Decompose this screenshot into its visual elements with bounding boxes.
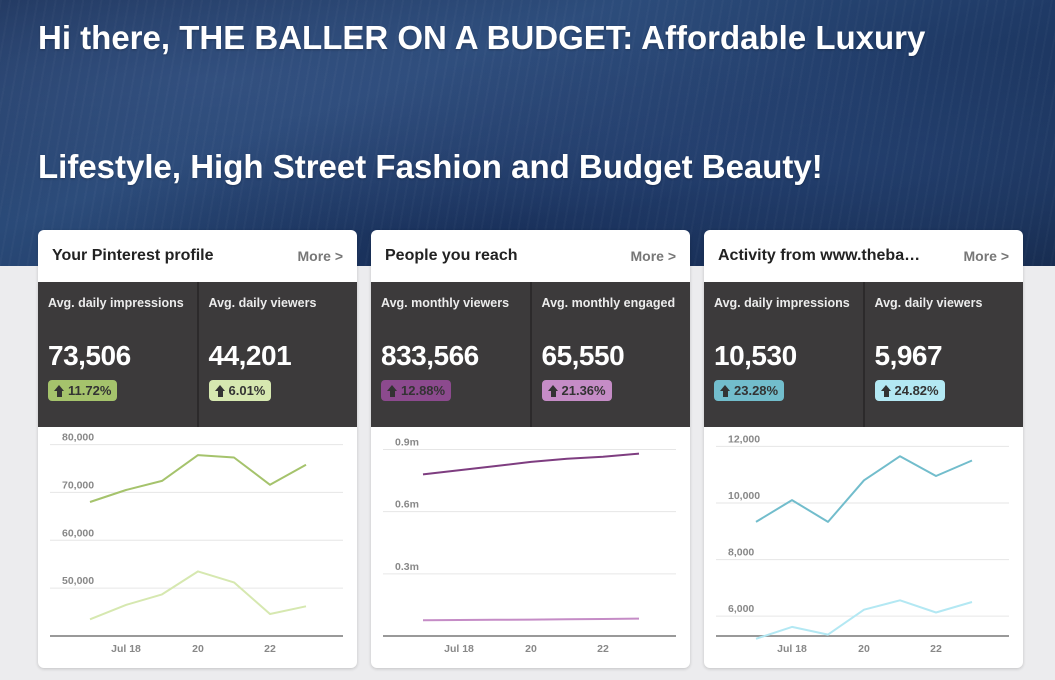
- x-tick-label: 20: [192, 643, 204, 655]
- more-link[interactable]: More >: [963, 248, 1009, 264]
- x-tick-label: 20: [858, 643, 870, 655]
- y-tick-label: 6,000: [728, 603, 754, 615]
- hero-banner: Hi there, THE BALLER ON A BUDGET: Afford…: [0, 0, 1055, 266]
- arrow-up-icon: [547, 384, 559, 397]
- stat-value: 65,550: [541, 340, 625, 371]
- series-line-2: [89, 570, 307, 621]
- x-tick-label: 22: [264, 643, 276, 655]
- stats-panel: Avg. daily impressions 73,506 11.72% Avg…: [38, 282, 357, 427]
- reach-line-chart: 0.9m 0.6m 0.3m Jul 18 20 22: [383, 437, 676, 655]
- x-tick-label: 22: [930, 643, 942, 655]
- stats-panel: Avg. monthly viewers 833,566 12.88% Avg.…: [371, 282, 690, 427]
- card-title: People you reach: [385, 247, 518, 264]
- change-badge: 21.36%: [541, 380, 612, 401]
- x-tick-label: Jul 18: [777, 643, 807, 655]
- more-link[interactable]: More >: [297, 248, 343, 264]
- card-header: People you reach More >: [371, 230, 690, 282]
- stat-daily-impressions[interactable]: Avg. daily impressions 10,530 23.28%: [704, 282, 863, 427]
- stat-value: 5,967: [874, 340, 943, 371]
- y-tick-label: 70,000: [62, 479, 94, 491]
- card-title: Your Pinterest profile: [52, 247, 214, 264]
- stat-value: 10,530: [714, 340, 797, 371]
- x-tick-label: Jul 18: [111, 643, 141, 655]
- profile-line-chart: 80,000 70,000 60,000 50,000 Jul 18 20 22: [50, 432, 343, 655]
- stat-label: Avg. daily viewers: [208, 296, 317, 310]
- change-value: 21.36%: [561, 383, 606, 398]
- y-tick-label: 50,000: [62, 575, 94, 587]
- stat-value: 73,506: [48, 340, 131, 371]
- stat-label: Avg. daily impressions: [714, 296, 850, 310]
- stat-daily-viewers[interactable]: Avg. daily viewers 5,967 24.82%: [862, 282, 1024, 427]
- change-value: 12.88%: [401, 383, 446, 398]
- stats-panel: Avg. daily impressions 10,530 23.28% Avg…: [704, 282, 1023, 427]
- change-value: 24.82%: [894, 383, 939, 398]
- card-header: Activity from www.theba… More >: [704, 230, 1023, 282]
- stat-monthly-viewers[interactable]: Avg. monthly viewers 833,566 12.88%: [371, 282, 530, 427]
- pinterest-profile-card: Your Pinterest profile More > Avg. daily…: [38, 230, 357, 668]
- greeting-line-1: Hi there, THE BALLER ON A BUDGET: Afford…: [38, 19, 926, 56]
- y-tick-label: 8,000: [728, 547, 754, 559]
- series-line-2: [755, 599, 973, 640]
- stat-label: Avg. daily impressions: [48, 296, 184, 310]
- change-value: 6.01%: [228, 383, 266, 398]
- stat-daily-viewers[interactable]: Avg. daily viewers 44,201 6.01%: [196, 282, 358, 427]
- arrow-up-icon: [54, 384, 65, 397]
- series-line-1: [755, 455, 973, 523]
- greeting-title: Hi there, THE BALLER ON A BUDGET: Afford…: [38, 14, 1028, 191]
- change-badge: 11.72%: [48, 380, 118, 401]
- x-tick-label: 22: [597, 643, 609, 655]
- x-tick-label: 20: [525, 643, 537, 655]
- greeting-line-2: Lifestyle, High Street Fashion and Budge…: [38, 148, 823, 185]
- stat-value: 44,201: [208, 340, 292, 371]
- y-tick-label: 0.3m: [395, 561, 419, 573]
- y-tick-label: 12,000: [728, 433, 760, 445]
- stat-label: Avg. monthly engaged: [541, 296, 676, 310]
- x-tick-label: Jul 18: [444, 643, 474, 655]
- series-line-2: [422, 617, 640, 622]
- change-value: 23.28%: [734, 383, 779, 398]
- arrow-up-icon: [880, 384, 892, 397]
- change-badge: 23.28%: [714, 380, 785, 401]
- change-badge: 6.01%: [208, 380, 272, 401]
- series-line-1: [422, 452, 640, 476]
- arrow-up-icon: [214, 384, 226, 397]
- y-tick-label: 80,000: [62, 432, 94, 444]
- stat-label: Avg. monthly viewers: [381, 296, 510, 310]
- activity-line-chart: 12,000 10,000 8,000 6,000 Jul 18 20 22: [716, 433, 1009, 655]
- stat-monthly-engaged[interactable]: Avg. monthly engaged 65,550 21.36%: [529, 282, 691, 427]
- y-tick-label: 0.6m: [395, 499, 419, 511]
- website-activity-card: Activity from www.theba… More > Avg. dai…: [704, 230, 1023, 668]
- series-line-1: [89, 454, 307, 503]
- stat-daily-impressions[interactable]: Avg. daily impressions 73,506 11.72%: [38, 282, 197, 427]
- card-title: Activity from www.theba…: [718, 247, 921, 264]
- change-badge: 12.88%: [381, 380, 452, 401]
- people-reach-card: People you reach More > Avg. monthly vie…: [371, 230, 690, 668]
- y-tick-label: 10,000: [728, 490, 760, 502]
- arrow-up-icon: [387, 384, 398, 397]
- stat-label: Avg. daily viewers: [874, 296, 983, 310]
- y-tick-label: 0.9m: [395, 437, 419, 449]
- y-tick-label: 60,000: [62, 527, 94, 539]
- stat-value: 833,566: [381, 340, 479, 371]
- arrow-up-icon: [720, 384, 731, 397]
- more-link[interactable]: More >: [630, 248, 676, 264]
- change-value: 11.72%: [68, 383, 112, 398]
- card-header: Your Pinterest profile More >: [38, 230, 357, 282]
- change-badge: 24.82%: [874, 380, 945, 401]
